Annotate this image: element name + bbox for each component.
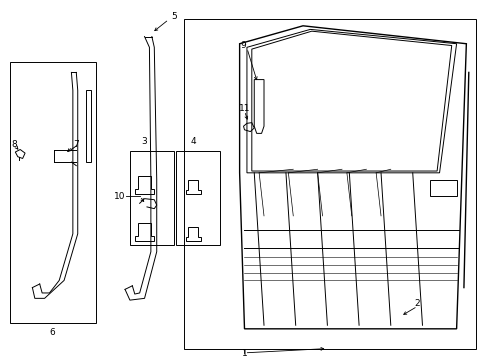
Text: 11: 11 [238, 104, 250, 113]
Text: 9: 9 [240, 41, 245, 50]
Text: 5: 5 [171, 12, 176, 21]
Bar [183, 19, 475, 348]
Text: 10: 10 [113, 192, 125, 201]
Text: 7: 7 [73, 140, 79, 149]
Bar [429, 180, 456, 196]
Text: 4: 4 [190, 137, 196, 146]
Text: 3: 3 [142, 137, 147, 146]
Text: 6: 6 [49, 328, 55, 337]
Text: 1: 1 [241, 348, 247, 357]
Text: 8: 8 [11, 140, 17, 149]
Bar [130, 151, 173, 244]
Text: 2: 2 [414, 299, 420, 308]
Bar [176, 151, 220, 244]
Bar [10, 62, 96, 323]
